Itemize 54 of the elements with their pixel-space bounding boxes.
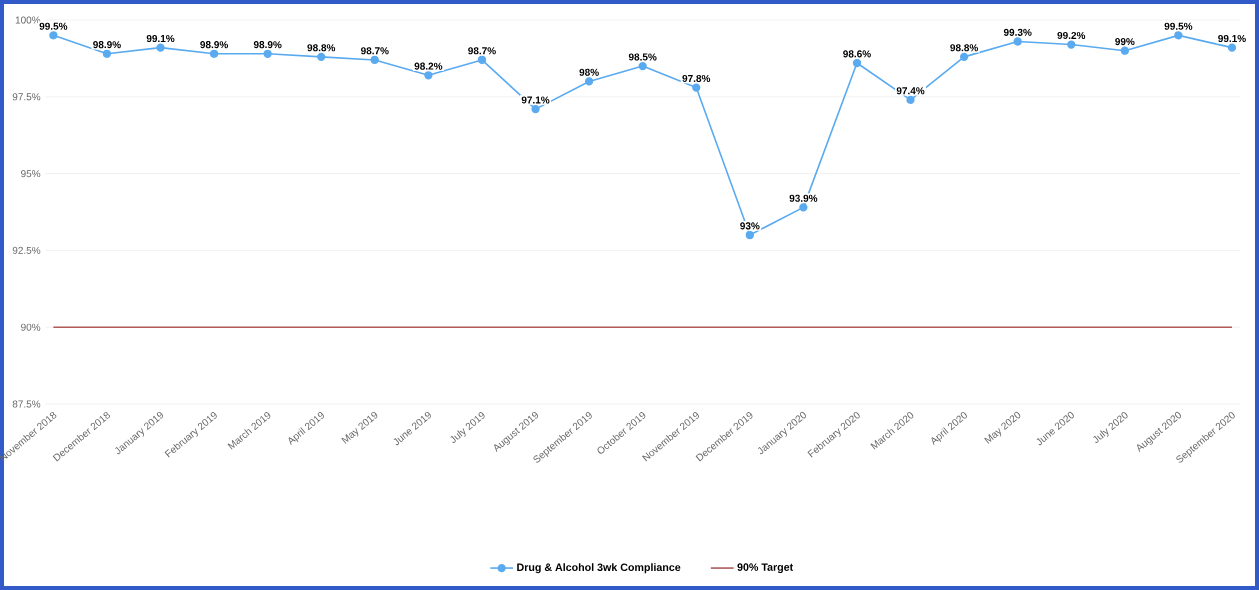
- y-tick-label: 90%: [21, 323, 41, 331]
- data-label: 98%: [579, 68, 599, 76]
- data-label: 93%: [740, 222, 760, 230]
- point: [1013, 37, 1022, 46]
- legend-label: 90% Target: [737, 563, 794, 574]
- data-label: 98.9%: [253, 41, 282, 49]
- point: [477, 55, 487, 65]
- point: [1067, 40, 1076, 49]
- data-label: 98.9%: [93, 41, 121, 49]
- data-label: 99.1%: [146, 34, 175, 43]
- y-tick-label: 92.5%: [12, 246, 41, 254]
- point: [906, 95, 915, 104]
- point: [745, 230, 754, 240]
- data-label: 98.6%: [843, 50, 871, 58]
- data-label: 97.1%: [521, 96, 550, 104]
- point: [156, 43, 165, 52]
- point: [1227, 43, 1237, 52]
- data-label: 99.3%: [1003, 28, 1032, 36]
- point: [638, 61, 647, 71]
- point: [263, 49, 272, 58]
- point: [692, 83, 701, 92]
- point: [531, 104, 540, 114]
- data-label: 97.4%: [896, 87, 925, 95]
- point: [584, 77, 594, 86]
- data-label: 98.2%: [414, 62, 443, 70]
- y-tick-label: 100%: [15, 16, 41, 24]
- point: [49, 31, 58, 40]
- data-label: 93.9%: [789, 194, 818, 202]
- data-label: 98.9%: [200, 41, 228, 49]
- point: [852, 58, 862, 68]
- point: [1120, 46, 1129, 55]
- data-label: 98.5%: [628, 53, 657, 61]
- point: [209, 49, 219, 58]
- data-label: 99%: [1115, 38, 1135, 46]
- y-tick-label: 95%: [21, 170, 41, 178]
- legend-label: Drug & Alcohol 3wk Compliance: [517, 563, 681, 574]
- data-label: 99.1%: [1218, 34, 1246, 43]
- data-label: 99.2%: [1057, 31, 1086, 39]
- data-label: 97.8%: [682, 74, 711, 82]
- point: [317, 52, 326, 61]
- point: [959, 52, 969, 61]
- data-label: 99.5%: [39, 22, 68, 30]
- point: [370, 55, 379, 65]
- data-label: 98.8%: [307, 44, 336, 52]
- data-label: 98.8%: [950, 44, 979, 52]
- point: [799, 203, 808, 212]
- point: [102, 49, 112, 58]
- point: [424, 71, 433, 80]
- y-tick-label: 97.5%: [12, 93, 41, 101]
- point: [1174, 31, 1183, 40]
- data-label: 98.7%: [468, 47, 496, 55]
- y-tick-label: 87.5%: [12, 400, 41, 408]
- data-label: 98.7%: [360, 47, 389, 55]
- data-label: 99.5%: [1164, 22, 1193, 30]
